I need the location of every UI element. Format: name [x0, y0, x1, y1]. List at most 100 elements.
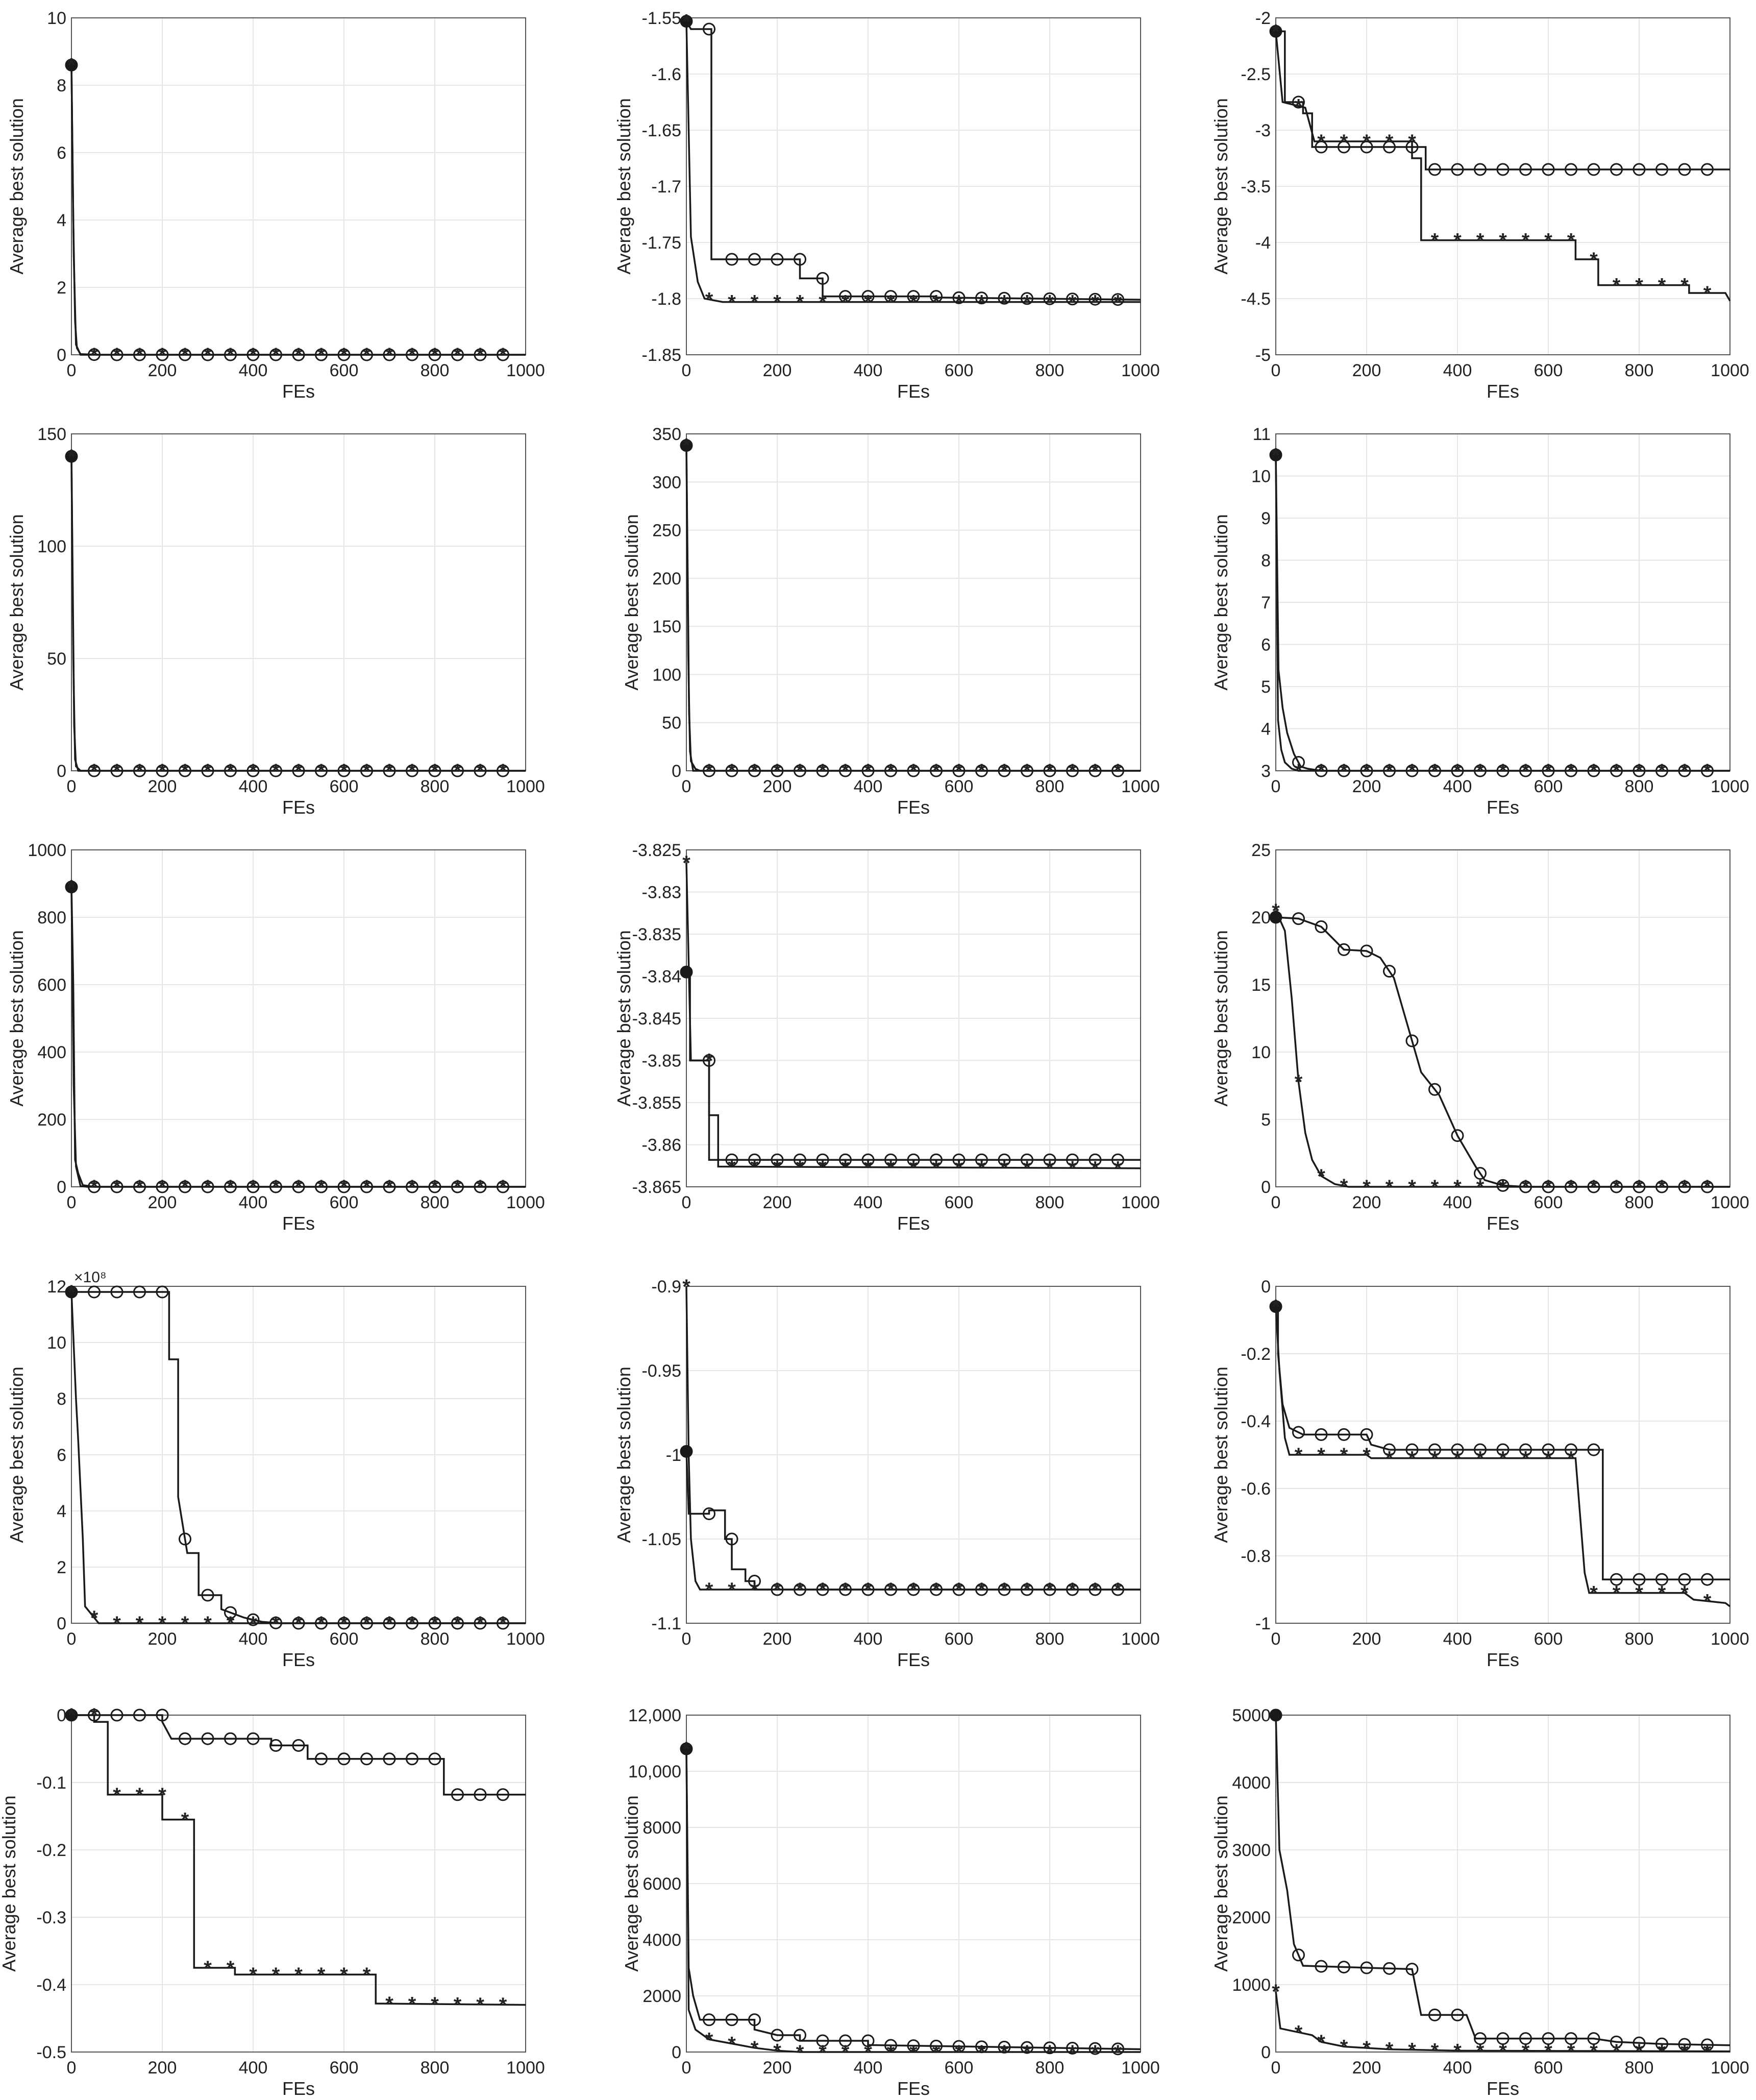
x-tick-label: 1000 — [1121, 2058, 1160, 2078]
series-line-circle — [686, 971, 1141, 1161]
data-point: * — [1114, 291, 1122, 314]
data-point: * — [136, 344, 144, 367]
data-point: * — [1658, 1582, 1666, 1605]
data-point: * — [1114, 760, 1122, 783]
data-point — [497, 1788, 509, 1801]
x-tick-label: 400 — [1443, 2058, 1472, 2078]
x-tick-label: 200 — [763, 1629, 792, 1649]
y-tick-label: 0 — [57, 1178, 66, 1197]
data-point — [680, 1445, 693, 1458]
data-point: * — [181, 1809, 189, 1832]
x-tick-label: 800 — [421, 1629, 450, 1649]
x-tick-label: 800 — [1625, 1193, 1654, 1212]
y-tick-label: 50 — [662, 714, 681, 733]
data-point: * — [705, 2029, 713, 2051]
data-point: * — [113, 1176, 121, 1199]
data-point: * — [1476, 1448, 1485, 1470]
y-tick-label: -0.4 — [36, 1975, 66, 1995]
data-point: * — [317, 1964, 326, 1986]
y-tick-label: -1.55 — [642, 9, 682, 28]
data-point: * — [864, 760, 872, 783]
x-tick-label: 200 — [1352, 2058, 1381, 2078]
data-point: * — [932, 1579, 941, 1601]
data-point: * — [204, 1957, 212, 1980]
data-point: * — [773, 760, 781, 783]
x-tick-label: 600 — [1534, 361, 1563, 380]
data-point: * — [909, 760, 918, 783]
data-point: * — [1476, 230, 1485, 252]
data-point — [1451, 2008, 1464, 2021]
series-line-circle — [685, 1748, 1141, 2050]
data-point — [224, 1606, 237, 1619]
data-point: * — [67, 54, 76, 77]
y-tick-label: 800 — [37, 908, 66, 927]
data-point: * — [1522, 2040, 1530, 2063]
data-point: * — [1680, 275, 1689, 297]
data-point: * — [476, 1994, 484, 2016]
y-tick-label: 1000 — [28, 841, 66, 860]
data-point: * — [1000, 291, 1008, 314]
series-line-circle — [685, 1451, 1141, 1591]
y-tick-label: -0.9 — [651, 1277, 681, 1297]
data-point: * — [682, 435, 690, 457]
data-point — [246, 1732, 260, 1745]
data-point — [748, 1575, 761, 1588]
y-tick-label: 2 — [57, 1558, 66, 1577]
data-point — [1111, 293, 1124, 306]
y-tick-label: -0.95 — [642, 1361, 682, 1381]
data-point — [110, 1708, 123, 1722]
x-tick-label: 400 — [1443, 777, 1472, 796]
x-tick-label: 1000 — [1711, 1193, 1749, 1212]
y-tick-label: 11 — [1253, 425, 1271, 444]
data-point: * — [728, 760, 736, 783]
y-tick-label: -3.85 — [642, 1052, 682, 1071]
data-point — [337, 1752, 351, 1766]
data-point: * — [796, 1156, 804, 1179]
data-point — [748, 1153, 761, 1166]
y-tick-label: -1.8 — [651, 289, 681, 309]
y-tick-label: -0.2 — [36, 1841, 66, 1860]
data-point: * — [1658, 2040, 1666, 2063]
data-point: * — [796, 2041, 804, 2064]
data-point: * — [1317, 1444, 1325, 1467]
y-tick-label: -1 — [1255, 1614, 1271, 1633]
x-tick-label: 400 — [239, 2058, 268, 2078]
data-point: * — [773, 2040, 781, 2062]
data-point: * — [1114, 2041, 1122, 2064]
series-line-star — [685, 1748, 1141, 2053]
x-tick-label: 200 — [763, 2058, 792, 2078]
data-point: * — [1567, 1448, 1575, 1470]
series-line-circle — [1276, 1305, 1730, 1580]
data-point: * — [1680, 760, 1689, 783]
y-tick-label: 8000 — [642, 1818, 681, 1838]
data-point: * — [1272, 1296, 1280, 1318]
data-point — [1292, 95, 1305, 109]
x-tick-label: 400 — [239, 777, 268, 796]
data-point: * — [67, 1281, 76, 1304]
x-tick-label: 0 — [67, 1629, 77, 1649]
data-point — [1633, 163, 1646, 176]
data-point: * — [1499, 760, 1507, 783]
y-tick-label: 15 — [1251, 975, 1271, 995]
y-tick-label: -1.65 — [642, 121, 682, 140]
axes-box — [71, 433, 526, 771]
y-tick-label: 8 — [1261, 551, 1271, 571]
y-axis-label: Average best solution — [1210, 98, 1231, 275]
y-tick-label: -0.1 — [36, 1773, 66, 1793]
data-point: * — [1340, 1444, 1348, 1467]
x-tick-label: 600 — [945, 2058, 974, 2078]
x-tick-label: 0 — [1271, 1193, 1281, 1212]
series-line-circle — [1275, 1715, 1730, 2046]
data-point: * — [1317, 1165, 1325, 1188]
data-point — [1428, 2008, 1441, 2021]
data-point: * — [705, 1579, 713, 1601]
data-point: * — [1567, 230, 1575, 252]
data-point: * — [1567, 1176, 1575, 1199]
y-tick-label: -1 — [666, 1446, 681, 1465]
data-point: * — [90, 760, 98, 783]
data-point — [383, 1752, 396, 1766]
data-point: * — [499, 1176, 507, 1199]
data-point: * — [1431, 1176, 1439, 1199]
data-point — [930, 1153, 943, 1166]
data-point: * — [796, 760, 804, 783]
